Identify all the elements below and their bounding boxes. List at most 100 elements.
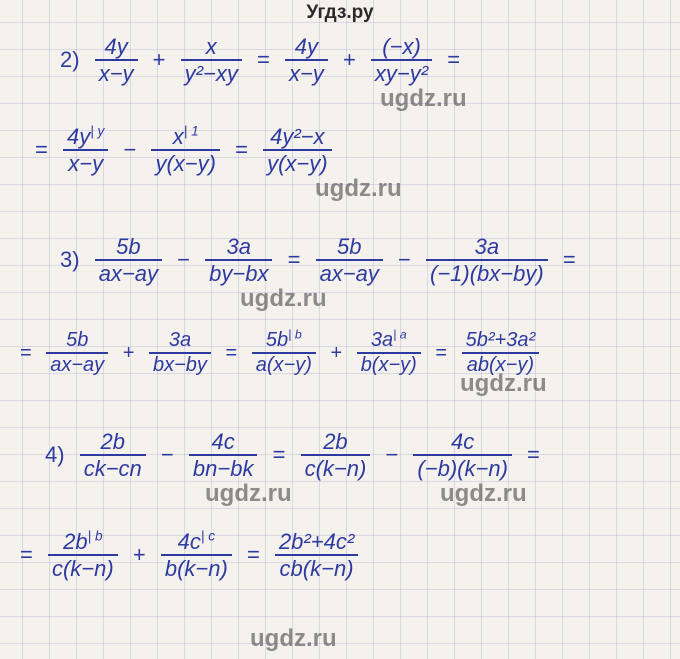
denominator: b(x−y) — [357, 354, 421, 376]
problem-2-row-1: 2) 4y x−y + x y²−xy = 4y x−y + (−x) xy−y… — [55, 35, 465, 85]
equals-op: = — [242, 542, 265, 568]
denominator: x−y — [95, 61, 138, 85]
fraction: 2b²+4c² cb(k−n) — [275, 530, 358, 580]
problem-label: 2) — [55, 47, 85, 73]
denominator: x−y — [63, 151, 108, 175]
fraction: (−x) xy−y² — [371, 35, 432, 85]
denominator: ax−ay — [46, 354, 108, 376]
numerator: 2b²+4c² — [275, 530, 358, 556]
fraction: 2b ck−cn — [80, 430, 146, 480]
plus-op: + — [118, 342, 140, 365]
lcm-note: | b — [88, 529, 103, 544]
denominator: c(k−n) — [301, 456, 371, 480]
numerator: 4y²−x — [263, 125, 332, 151]
fraction: 4c bn−bk — [189, 430, 258, 480]
numerator: 4c — [189, 430, 258, 456]
numerator: 2b — [80, 430, 146, 456]
denominator: by−bx — [205, 261, 272, 285]
equals-op: = — [30, 137, 53, 163]
watermark: ugdz.ru — [315, 175, 402, 203]
numerator: (−x) — [371, 35, 432, 61]
lcm-note: | c — [201, 529, 215, 544]
watermark: ugdz.ru — [205, 480, 292, 508]
lcm-note: | a — [393, 327, 407, 341]
numerator: 5b — [46, 330, 108, 354]
problem-3-row-1: 3) 5b ax−ay − 3a by−bx = 5b ax−ay − 3a (… — [55, 235, 581, 285]
page: Угдз.ру ugdz.ru ugdz.ru ugdz.ru ugdz.ru … — [0, 0, 680, 659]
numerator: 5b²+3a² — [462, 330, 540, 354]
equals-op: = — [15, 342, 37, 365]
equals-op: = — [268, 442, 291, 468]
problem-4-row-2: = 2b| b c(k−n) + 4c| c b(k−n) = 2b²+4c² … — [15, 530, 362, 580]
watermark: ugdz.ru — [440, 480, 527, 508]
denominator: b(k−n) — [161, 556, 232, 580]
numerator: 4y — [285, 35, 328, 61]
denominator: a(x−y) — [252, 354, 316, 376]
numerator: 5b| b — [252, 330, 316, 354]
equals-op: = — [230, 137, 253, 163]
fraction: 4c| c b(k−n) — [161, 530, 232, 580]
equals-op: = — [221, 342, 243, 365]
denominator: c(k−n) — [48, 556, 118, 580]
denominator: cb(k−n) — [275, 556, 358, 580]
equals-op: = — [283, 247, 306, 273]
denominator: ax−ay — [95, 261, 162, 285]
denominator: y(x−y) — [151, 151, 220, 175]
denominator: ax−ay — [316, 261, 383, 285]
plus-op: + — [128, 542, 151, 568]
fraction: x| 1 y(x−y) — [151, 125, 220, 175]
numerator: 4y — [95, 35, 138, 61]
denominator: ck−cn — [80, 456, 146, 480]
numerator: 3a| a — [357, 330, 421, 354]
problem-2-row-2: = 4y| y x−y − x| 1 y(x−y) = 4y²−x y(x−y) — [30, 125, 336, 175]
minus-op: − — [119, 137, 142, 163]
denominator: xy−y² — [371, 61, 432, 85]
watermark: ugdz.ru — [380, 85, 467, 113]
equals-op: = — [15, 542, 38, 568]
denominator: x−y — [285, 61, 328, 85]
problem-4-row-1: 4) 2b ck−cn − 4c bn−bk = 2b c(k−n) − 4c … — [40, 430, 545, 480]
problem-label: 3) — [55, 247, 85, 273]
fraction: 5b ax−ay — [316, 235, 383, 285]
numerator: x — [181, 35, 242, 61]
minus-op: − — [393, 247, 416, 273]
equals-op: = — [252, 47, 275, 73]
denominator: bx−by — [149, 354, 211, 376]
minus-op: − — [156, 442, 179, 468]
problem-3-row-2: = 5b ax−ay + 3a bx−by = 5b| b a(x−y) + 3… — [15, 330, 543, 376]
fraction: 5b| b a(x−y) — [252, 330, 316, 376]
fraction: 5b ax−ay — [46, 330, 108, 376]
denominator: y²−xy — [181, 61, 242, 85]
numerator: 3a — [426, 235, 548, 261]
numerator: 2b| b — [48, 530, 118, 556]
denominator: y(x−y) — [263, 151, 332, 175]
numerator: 4y| y — [63, 125, 108, 151]
numerator: 3a — [149, 330, 211, 354]
fraction: 4y²−x y(x−y) — [263, 125, 332, 175]
equals-op: = — [522, 442, 545, 468]
fraction: 4c (−b)(k−n) — [413, 430, 511, 480]
fraction: 5b ax−ay — [95, 235, 162, 285]
fraction: 2b c(k−n) — [301, 430, 371, 480]
lcm-note: | y — [90, 124, 104, 139]
plus-op: + — [148, 47, 171, 73]
problem-label: 4) — [40, 442, 70, 468]
numerator: 5b — [316, 235, 383, 261]
fraction: 3a bx−by — [149, 330, 211, 376]
lcm-note: | 1 — [184, 124, 199, 139]
fraction: 4y x−y — [285, 35, 328, 85]
denominator: ab(x−y) — [462, 354, 540, 376]
numerator: 4c — [413, 430, 511, 456]
equals-op: = — [442, 47, 465, 73]
lcm-note: | b — [288, 327, 302, 341]
numerator: x| 1 — [151, 125, 220, 151]
fraction: 3a (−1)(bx−by) — [426, 235, 548, 285]
fraction: 5b²+3a² ab(x−y) — [462, 330, 540, 376]
plus-op: + — [338, 47, 361, 73]
numerator: 4c| c — [161, 530, 232, 556]
numerator: 5b — [95, 235, 162, 261]
denominator: (−1)(bx−by) — [426, 261, 548, 285]
fraction: x y²−xy — [181, 35, 242, 85]
equals-op: = — [430, 342, 452, 365]
numerator: 2b — [301, 430, 371, 456]
